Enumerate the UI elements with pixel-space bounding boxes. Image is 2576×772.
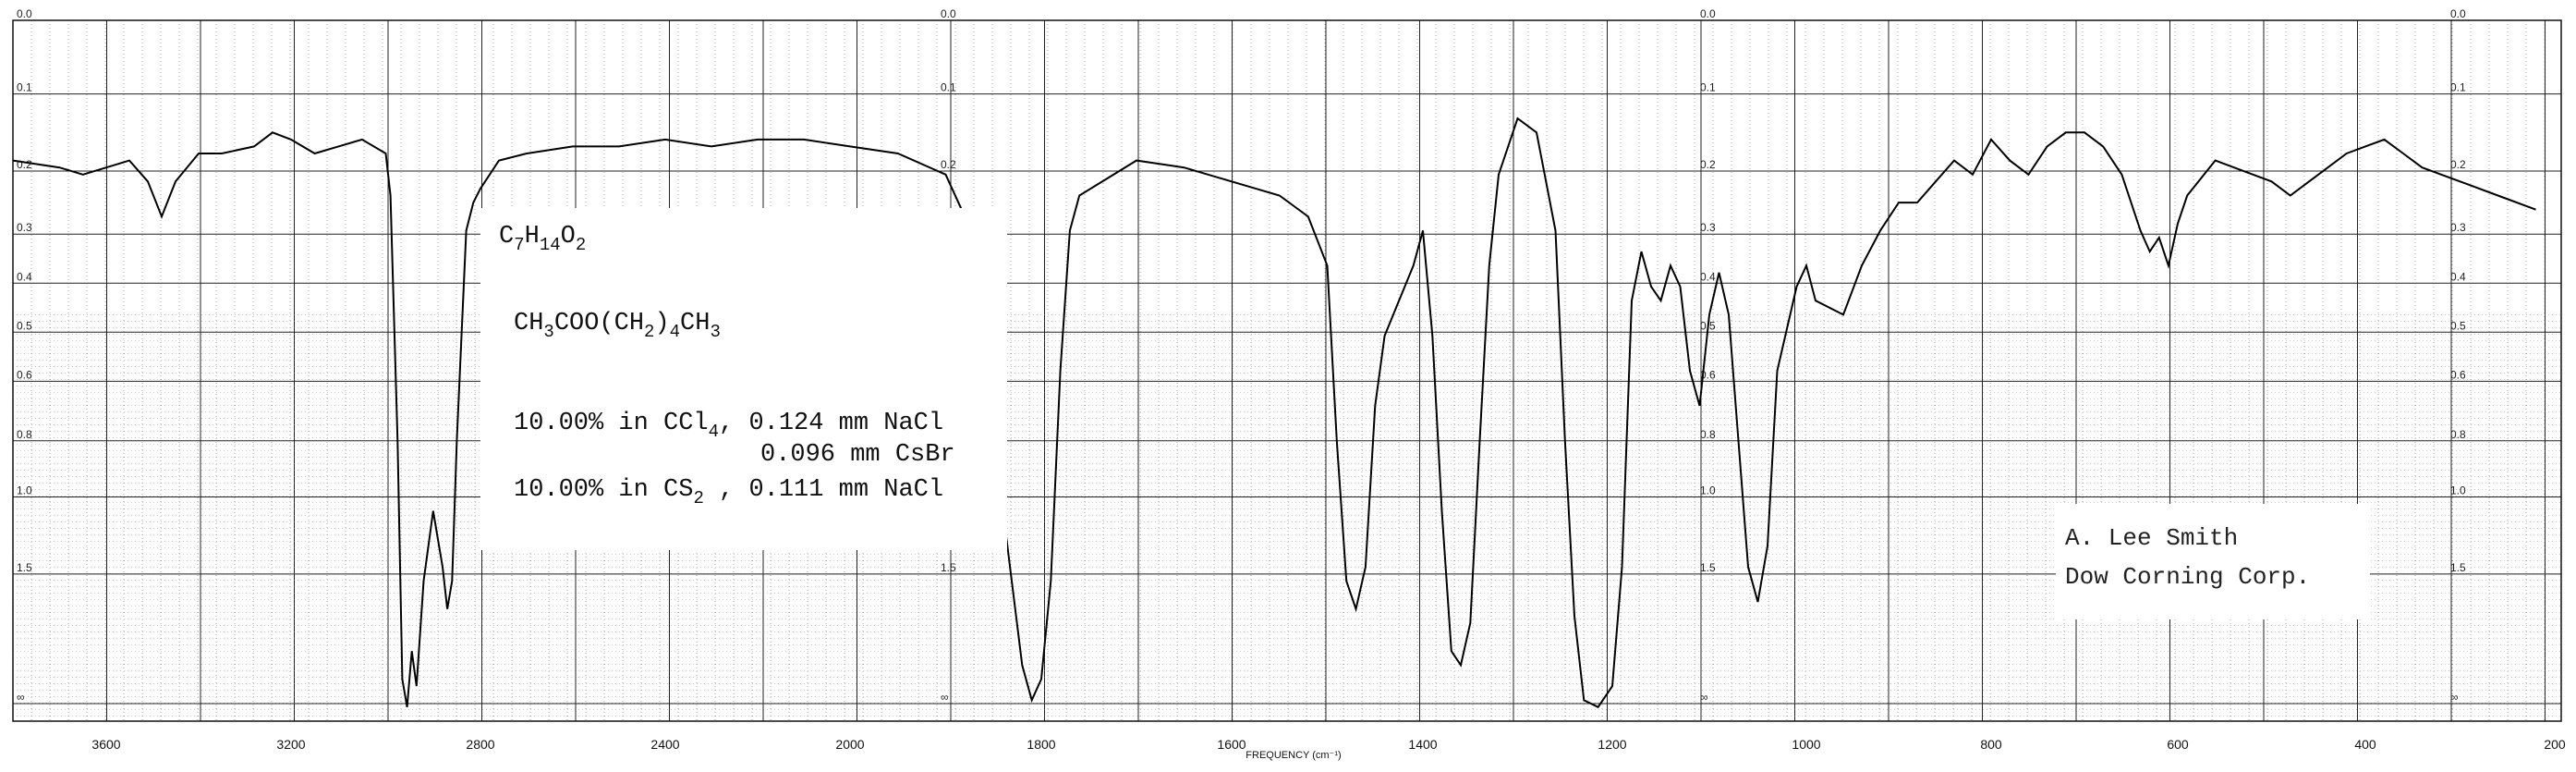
absorbance-tick-label: 1.5	[1700, 561, 1716, 574]
absorbance-tick-label: 1.5	[17, 561, 32, 574]
x-tick-label: 1200	[1598, 737, 1626, 752]
sample-condition-1: 10.00% in CCl4, 0.124 mm NaCl	[514, 410, 944, 442]
spectrum-trace	[12, 116, 2536, 709]
absorbance-tick-label: 0.5	[17, 319, 32, 332]
absorbance-tick-label: 0.2	[17, 158, 32, 171]
absorbance-tick-label: 1.0	[17, 484, 32, 496]
structural-formula: CH3COO(CH2)4CH3	[514, 310, 721, 342]
absorbance-tick-label: 0.2	[1700, 158, 1716, 171]
credit-box: A. Lee Smith Dow Corning Corp.	[2056, 504, 2370, 619]
credit-author: A. Lee Smith	[2065, 524, 2239, 552]
absorbance-tick-label: 0.1	[1700, 81, 1716, 94]
x-tick-label: 2000	[835, 737, 864, 752]
absorbance-tick-label: 0.5	[2450, 319, 2466, 332]
x-tick-label: 2800	[466, 737, 494, 752]
plot-frame	[12, 19, 2562, 722]
absorbance-tick-label: 0.4	[1700, 270, 1716, 283]
x-axis-label: FREQUENCY (cm⁻¹)	[1245, 750, 1341, 761]
absorbance-tick-label: 0.6	[2450, 368, 2466, 381]
absorbance-tick-label: 0.1	[2450, 81, 2466, 94]
absorbance-tick-label: 0.4	[17, 270, 32, 283]
absorbance-tick-label: ∞	[1700, 691, 1708, 704]
absorbance-tick-label: 0.8	[1700, 428, 1716, 441]
absorbance-tick-label: 0.8	[17, 428, 32, 441]
absorbance-tick-label: ∞	[941, 691, 949, 704]
x-tick-label: 400	[2354, 737, 2376, 752]
absorbance-tick-label: 0.4	[2450, 270, 2466, 283]
x-tick-label: 1000	[1792, 737, 1820, 752]
absorbance-tick-label: 1.0	[1700, 484, 1716, 496]
absorbance-tick-label: ∞	[17, 691, 25, 704]
x-tick-label: 3600	[91, 737, 120, 752]
x-tick-label: 2400	[650, 737, 679, 752]
absorbance-tick-label: 0.2	[941, 158, 956, 171]
absorbance-tick-label: 1.0	[2450, 484, 2466, 496]
absorbance-tick-label: 0.3	[17, 221, 32, 234]
x-tick-label: 3200	[276, 737, 305, 752]
sample-condition-1b: 0.096 mm CsBr	[760, 441, 955, 469]
x-tick-label: 1600	[1217, 737, 1245, 752]
x-tick-label: 1400	[1408, 737, 1437, 752]
x-tick-label: 600	[2167, 737, 2189, 752]
molecular-formula: C7H14O2	[499, 223, 587, 255]
x-tick-label: 200	[2544, 737, 2566, 752]
credit-organization: Dow Corning Corp.	[2065, 563, 2311, 591]
sample-condition-2: 10.00% in CS2 , 0.111 mm NaCl	[514, 476, 944, 509]
absorbance-tick-label: 1.5	[941, 561, 956, 574]
absorbance-tick-label: 0.1	[17, 81, 32, 94]
absorbance-tick-label: 0.6	[17, 368, 32, 381]
absorbance-tick-label: 1.5	[2450, 561, 2466, 574]
absorbance-tick-label: 0.3	[1700, 221, 1716, 234]
x-tick-label: 800	[1980, 737, 2002, 752]
absorbance-tick-label: 0.0	[941, 7, 956, 20]
absorbance-tick-label: 0.1	[941, 81, 956, 94]
absorbance-tick-label: 0.3	[2450, 221, 2466, 234]
absorbance-tick-label: ∞	[2450, 691, 2459, 704]
absorbance-tick-label: 0.2	[2450, 158, 2466, 171]
x-tick-label: 1800	[1027, 737, 1055, 752]
absorbance-tick-label: 0.0	[17, 7, 32, 20]
absorbance-tick-label: 0.8	[2450, 428, 2466, 441]
sample-info-box: C7H14O2 CH3COO(CH2)4CH3 10.00% in CCl4, …	[480, 208, 1007, 550]
absorbance-tick-label: 0.0	[1700, 7, 1716, 20]
absorbance-tick-label: 0.0	[2450, 7, 2466, 20]
